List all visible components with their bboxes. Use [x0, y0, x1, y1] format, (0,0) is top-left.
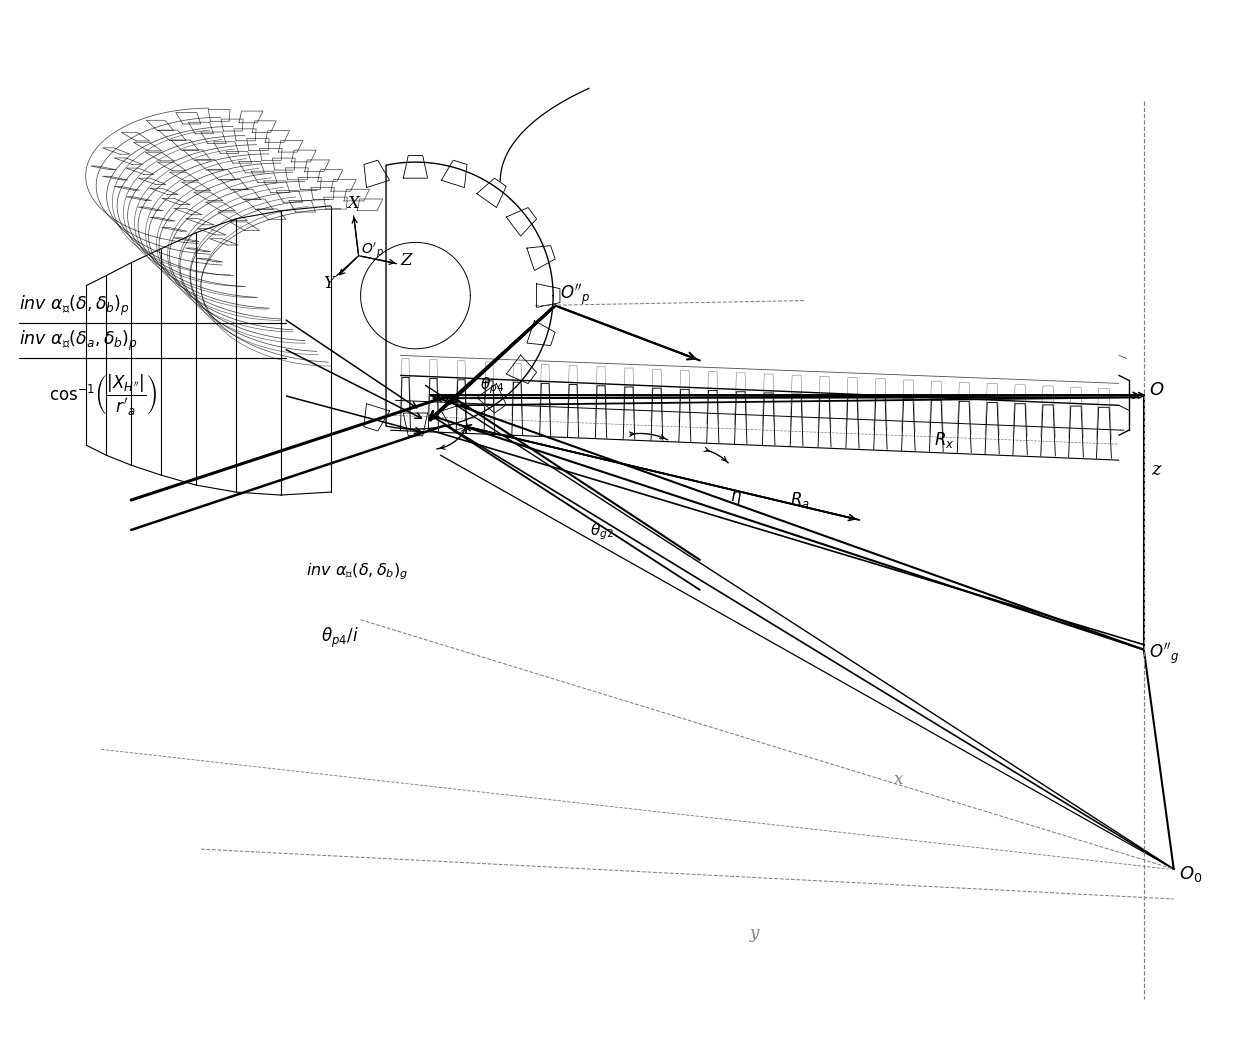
Text: $O'_p$: $O'_p$: [361, 241, 383, 261]
Text: Z: Z: [400, 252, 413, 269]
Text: z: z: [1151, 461, 1160, 479]
Text: $inv\ \alpha_{球}\left(\delta_{a},\delta_{b}\right)_{p}$: $inv\ \alpha_{球}\left(\delta_{a},\delta_…: [20, 328, 139, 352]
Text: $\theta_{g2}$: $\theta_{g2}$: [590, 522, 613, 542]
Text: $O''_p$: $O''_p$: [560, 283, 591, 309]
Text: $\theta_{p4}/i$: $\theta_{p4}/i$: [321, 625, 358, 649]
Text: $inv\ \alpha_{球}\left(\delta,\delta_{b}\right)_{g}$: $inv\ \alpha_{球}\left(\delta,\delta_{b}\…: [306, 561, 408, 582]
Text: $\theta_{p4}$: $\theta_{p4}$: [481, 375, 504, 396]
Text: $\eta$: $\eta$: [730, 489, 742, 507]
Text: $O''_g$: $O''_g$: [1149, 642, 1180, 667]
Text: $O$: $O$: [1149, 381, 1165, 399]
Text: $R_a$: $R_a$: [789, 490, 809, 510]
Text: y: y: [750, 926, 760, 942]
Text: X: X: [347, 195, 358, 212]
Text: Y: Y: [323, 275, 335, 292]
Text: x: x: [895, 771, 903, 788]
Text: $\cos^{-1}\!\left(\dfrac{|X_{H''}|}{r'_a}\right)$: $\cos^{-1}\!\left(\dfrac{|X_{H''}|}{r'_a…: [50, 373, 157, 418]
Text: $O_0$: $O_0$: [1178, 864, 1202, 884]
Text: $R_x$: $R_x$: [934, 430, 955, 450]
Text: $inv\ \alpha_{球}\left(\delta,\delta_{b}\right)_{p}$: $inv\ \alpha_{球}\left(\delta,\delta_{b}\…: [20, 293, 130, 318]
